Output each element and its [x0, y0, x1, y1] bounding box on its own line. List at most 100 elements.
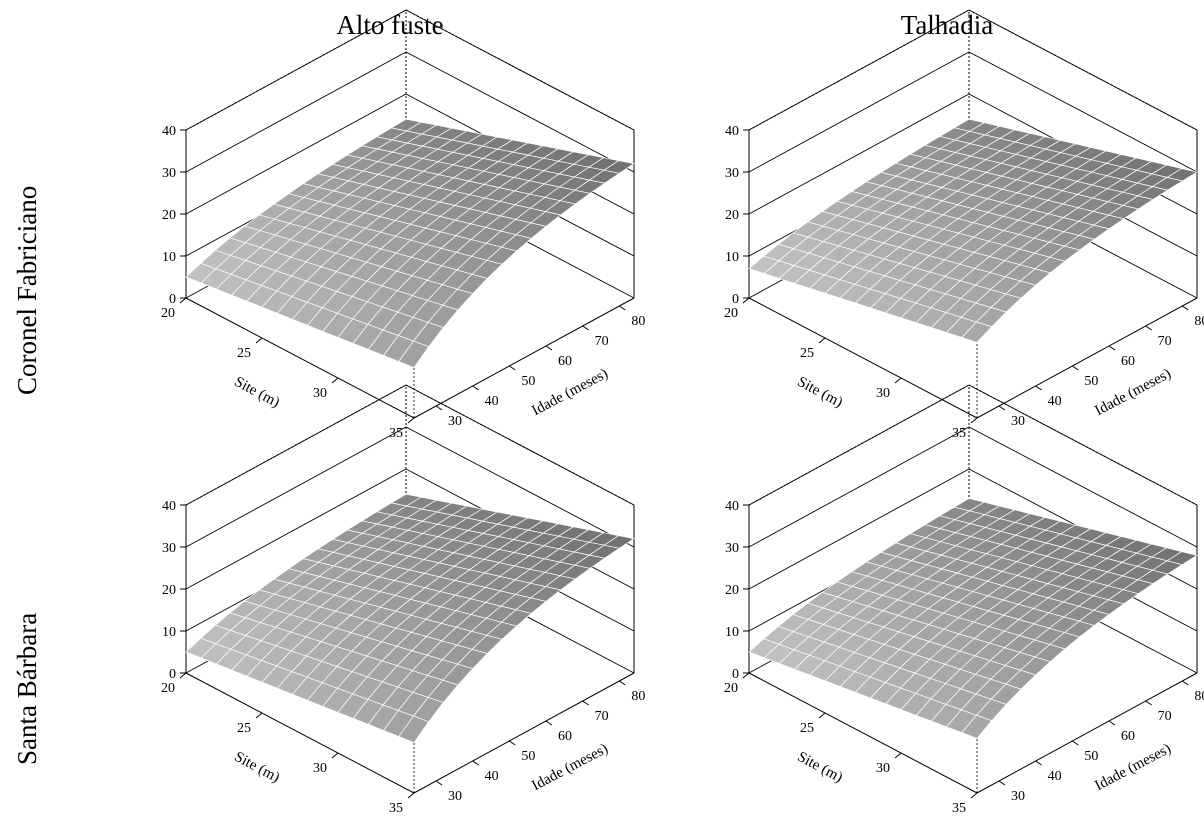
z-gridline-right-wall	[968, 426, 1198, 548]
z-tick-label: 40	[162, 124, 176, 139]
z-gridline-right-wall	[405, 426, 635, 548]
site-tick-label: 20	[161, 681, 175, 696]
age-tick	[619, 305, 626, 311]
z-gridline-left-wall	[185, 426, 407, 548]
z-gridline-right-wall	[405, 51, 635, 173]
age-tick	[545, 345, 553, 351]
site-axis-line	[185, 297, 415, 419]
age-tick	[1145, 325, 1152, 331]
z-tick-label: 0	[169, 667, 176, 682]
z-gridline-left-wall	[748, 51, 970, 173]
site-tick-label: 35	[389, 801, 403, 816]
site-tick-label: 35	[952, 426, 966, 441]
z-gridline-left-wall	[748, 9, 970, 131]
z-tick-label: 20	[725, 583, 739, 598]
age-tick-label: 80	[631, 314, 645, 329]
site-tick	[179, 672, 187, 679]
site-tick-label: 25	[800, 721, 814, 736]
z-tick-label: 0	[169, 292, 176, 307]
z-tick-label: 20	[162, 208, 176, 223]
site-tick	[894, 377, 902, 384]
site-axis-line	[748, 672, 978, 794]
age-tick-label: 50	[521, 374, 535, 389]
z-tick-label: 20	[162, 583, 176, 598]
age-tick-label: 30	[448, 414, 462, 429]
age-tick-label: 70	[595, 334, 609, 349]
age-tick	[435, 405, 443, 411]
z-gridline-left-wall	[185, 9, 407, 131]
z-gridline-right-wall	[405, 384, 635, 506]
site-tick	[742, 297, 750, 304]
age-tick-label: 80	[1194, 314, 1204, 329]
site-axis-label: Site (m)	[232, 749, 283, 786]
z-gridline-right-wall	[968, 9, 1198, 131]
site-tick-label: 25	[237, 346, 251, 361]
age-tick	[509, 365, 516, 371]
z-tick-label: 0	[732, 292, 739, 307]
age-tick-label: 30	[1011, 789, 1025, 804]
age-axis-label: Idade (meses)	[1092, 366, 1173, 419]
age-tick	[1035, 760, 1042, 766]
age-tick	[998, 780, 1006, 786]
age-tick-label: 60	[1121, 729, 1135, 744]
surface-facet	[961, 321, 993, 343]
column-title-alto-fuste: Alto fuste	[336, 10, 444, 40]
age-tick-label: 60	[1121, 354, 1135, 369]
site-tick-label: 35	[389, 426, 403, 441]
age-tick-label: 40	[485, 394, 499, 409]
age-tick-label: 30	[1011, 414, 1025, 429]
age-tick-label: 50	[1084, 749, 1098, 764]
z-gridline-right-wall	[968, 51, 1198, 173]
z-tick-label: 40	[725, 499, 739, 514]
age-axis-line	[976, 297, 1198, 419]
z-gridline-left-wall	[185, 51, 407, 173]
z-tick-label: 30	[725, 166, 739, 181]
site-tick	[407, 792, 415, 799]
z-gridline-left-wall	[185, 384, 407, 506]
z-tick-label: 10	[162, 625, 176, 640]
z-gridline-left-wall	[185, 93, 407, 215]
surface-panel-1: 0 10 20 30 40 20 25 30 35 30 40 50 60 70 80 Site (m) Ida…	[161, 9, 645, 441]
age-axis-line	[413, 672, 635, 794]
site-tick-label: 20	[724, 681, 738, 696]
age-tick-label: 40	[485, 769, 499, 784]
age-tick	[509, 740, 516, 746]
surface-panel-2: 0 10 20 30 40 20 25 30 35 30 40 50 60 70 80 Site (m) Ida…	[724, 9, 1204, 441]
age-tick-label: 60	[558, 729, 572, 744]
z-gridline-right-wall	[405, 9, 635, 131]
age-tick	[1035, 385, 1042, 391]
age-axis-label: Idade (meses)	[529, 741, 610, 794]
z-gridline-right-wall	[968, 384, 1198, 506]
age-tick-label: 70	[1158, 709, 1172, 724]
site-tick-label: 30	[876, 386, 890, 401]
z-tick-label: 40	[162, 499, 176, 514]
age-tick	[1145, 700, 1152, 706]
surface-facet	[398, 715, 430, 744]
age-tick	[472, 385, 479, 391]
surface-facet	[961, 714, 993, 739]
z-tick-label: 10	[725, 625, 739, 640]
age-axis-line	[976, 672, 1198, 794]
surface-panel-4: 0 10 20 30 40 20 25 30 35 30 40 50 60 70 80 Site (m) Ida…	[724, 384, 1204, 816]
age-tick-label: 70	[1158, 334, 1172, 349]
age-axis-line	[413, 297, 635, 419]
age-tick	[1108, 345, 1116, 351]
site-tick	[818, 712, 826, 719]
site-tick	[742, 672, 750, 679]
site-tick	[407, 417, 415, 424]
age-tick	[1182, 680, 1189, 686]
age-tick-label: 40	[1048, 394, 1062, 409]
site-tick	[818, 337, 826, 344]
site-tick-label: 20	[161, 306, 175, 321]
site-tick	[331, 752, 339, 759]
site-tick	[255, 712, 263, 719]
age-tick	[435, 780, 443, 786]
age-tick	[582, 700, 589, 706]
site-axis-label: Site (m)	[795, 749, 846, 786]
surface-panel-3: 0 10 20 30 40 20 25 30 35 30 40 50 60 70 80 Site (m) Ida…	[161, 384, 645, 816]
age-tick-label: 80	[631, 689, 645, 704]
z-tick-label: 30	[162, 166, 176, 181]
z-gridline-left-wall	[185, 468, 407, 590]
site-axis-label: Site (m)	[232, 374, 283, 411]
site-tick	[255, 337, 263, 344]
